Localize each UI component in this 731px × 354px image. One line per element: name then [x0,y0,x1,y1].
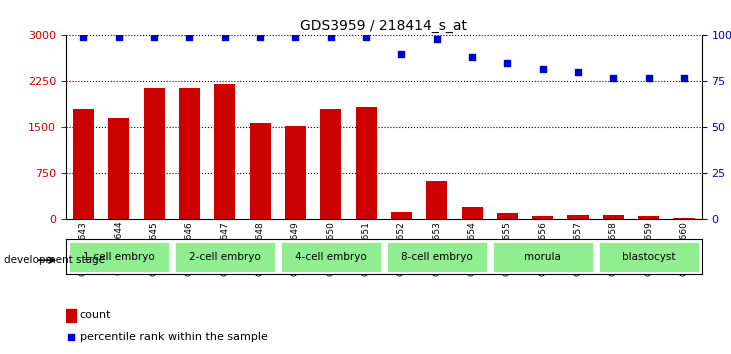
Bar [391,211,412,219]
Point [77,34,89,40]
Point [572,69,584,75]
Point [360,34,372,40]
Bar [597,241,700,273]
Bar [173,241,276,273]
Point [537,66,548,72]
Bar [285,126,306,219]
Bar [638,216,659,219]
Text: 2-cell embryo: 2-cell embryo [189,252,261,262]
Bar [426,182,447,219]
Bar [214,85,235,219]
Point [395,51,407,57]
Point [183,34,195,40]
Bar [73,109,94,219]
Point [65,334,77,339]
Text: morula: morula [524,252,561,262]
Point [148,34,160,40]
Bar [385,241,488,273]
Bar [491,241,594,273]
Text: blastocyst: blastocyst [622,252,675,262]
Bar [179,87,200,219]
Bar [603,215,624,219]
Point [431,36,442,42]
Text: 1-cell embryo: 1-cell embryo [83,252,155,262]
Bar [567,215,588,219]
Bar [320,109,341,219]
Text: 8-cell embryo: 8-cell embryo [401,252,473,262]
Point [466,55,478,60]
Point [643,75,654,81]
Bar [461,207,482,219]
Bar [249,122,270,219]
Bar [532,216,553,219]
Point [219,34,230,40]
Title: GDS3959 / 218414_s_at: GDS3959 / 218414_s_at [300,19,467,33]
Bar [108,118,129,219]
Point [289,34,301,40]
Point [501,60,513,66]
Point [607,75,619,81]
Bar [66,309,76,321]
Bar [355,107,376,219]
Text: 4-cell embryo: 4-cell embryo [295,252,367,262]
Bar [279,241,382,273]
Point [113,34,124,40]
Text: percentile rank within the sample: percentile rank within the sample [80,332,268,342]
Bar [67,241,170,273]
Text: count: count [80,310,111,320]
Point [254,34,266,40]
Bar [497,213,518,219]
Point [325,34,336,40]
Bar [143,87,164,219]
Point [678,75,690,81]
Text: development stage: development stage [4,255,105,265]
Bar [673,218,694,219]
